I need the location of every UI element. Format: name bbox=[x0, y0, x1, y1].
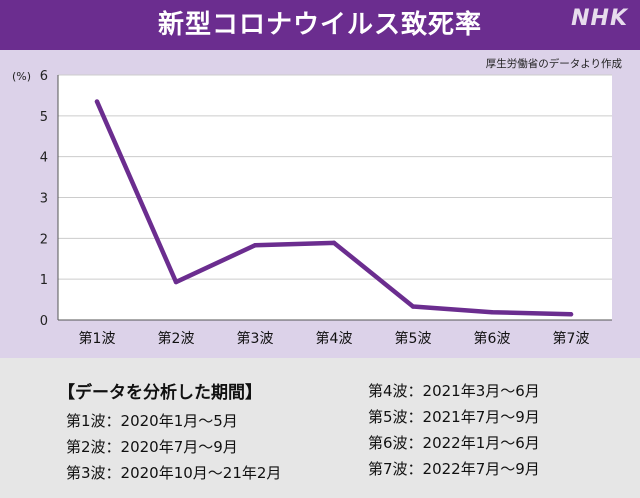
y-axis-label: (%) bbox=[12, 70, 31, 83]
data-point bbox=[410, 304, 416, 309]
period-item-wave1: 第1波：2020年1月～5月 bbox=[66, 412, 238, 430]
data-point bbox=[252, 243, 258, 248]
period-item-wave2: 第2波：2020年7月～9月 bbox=[66, 438, 238, 456]
x-tick-label: 第6波 bbox=[474, 330, 511, 347]
y-tick-label: 5 bbox=[40, 110, 48, 125]
y-tick-label: 6 bbox=[40, 69, 48, 84]
period-item-wave4: 第4波：2021年3月～6月 bbox=[368, 382, 540, 400]
source-note: 厚生労働省のデータより作成 bbox=[485, 58, 622, 70]
data-point bbox=[489, 310, 495, 315]
x-tick-label: 第3波 bbox=[237, 330, 274, 347]
period-item-wave5: 第5波：2021年7月～9月 bbox=[368, 408, 540, 426]
x-tick-label: 第5波 bbox=[395, 330, 432, 347]
y-tick-label: 3 bbox=[40, 192, 48, 207]
period-item-wave6: 第6波：2022年1月～6月 bbox=[368, 434, 540, 452]
y-tick-label: 0 bbox=[40, 314, 48, 329]
period-item-wave3: 第3波：2020年10月～21年2月 bbox=[66, 464, 282, 482]
data-point bbox=[568, 312, 574, 317]
data-point bbox=[173, 279, 179, 285]
chart-panel: 0 1 2 3 4 5 6 (%) 第1波 第2波 第3波 第4波 第5波 第6波 第7波 厚生労働省のデー… bbox=[0, 50, 640, 358]
data-point bbox=[94, 99, 100, 104]
x-tick-label: 第4波 bbox=[316, 330, 353, 347]
data-point bbox=[331, 240, 337, 246]
x-tick-label: 第1波 bbox=[79, 330, 116, 347]
x-tick-label: 第2波 bbox=[158, 330, 195, 347]
nhk-logo: NHK bbox=[571, 6, 628, 31]
y-tick-label: 4 bbox=[40, 151, 48, 166]
y-tick-label: 1 bbox=[40, 273, 48, 288]
periods-heading: 【データを分析した期間】 bbox=[58, 383, 262, 403]
period-item-wave7: 第7波：2022年7月～9月 bbox=[368, 460, 540, 478]
x-tick-label: 第7波 bbox=[553, 330, 590, 347]
line-chart: 0 1 2 3 4 5 6 (%) 第1波 第2波 第3波 第4波 第5波 第6波 第7波 bbox=[12, 69, 612, 347]
header-bar: 新型コロナウイルス致死率 NHK bbox=[0, 0, 640, 50]
analysis-periods: 【データを分析した期間】 第1波：2020年1月～5月 第2波：2020年7月～… bbox=[0, 358, 640, 498]
y-tick-label: 2 bbox=[40, 232, 48, 247]
chart-title: 新型コロナウイルス致死率 bbox=[157, 10, 482, 40]
